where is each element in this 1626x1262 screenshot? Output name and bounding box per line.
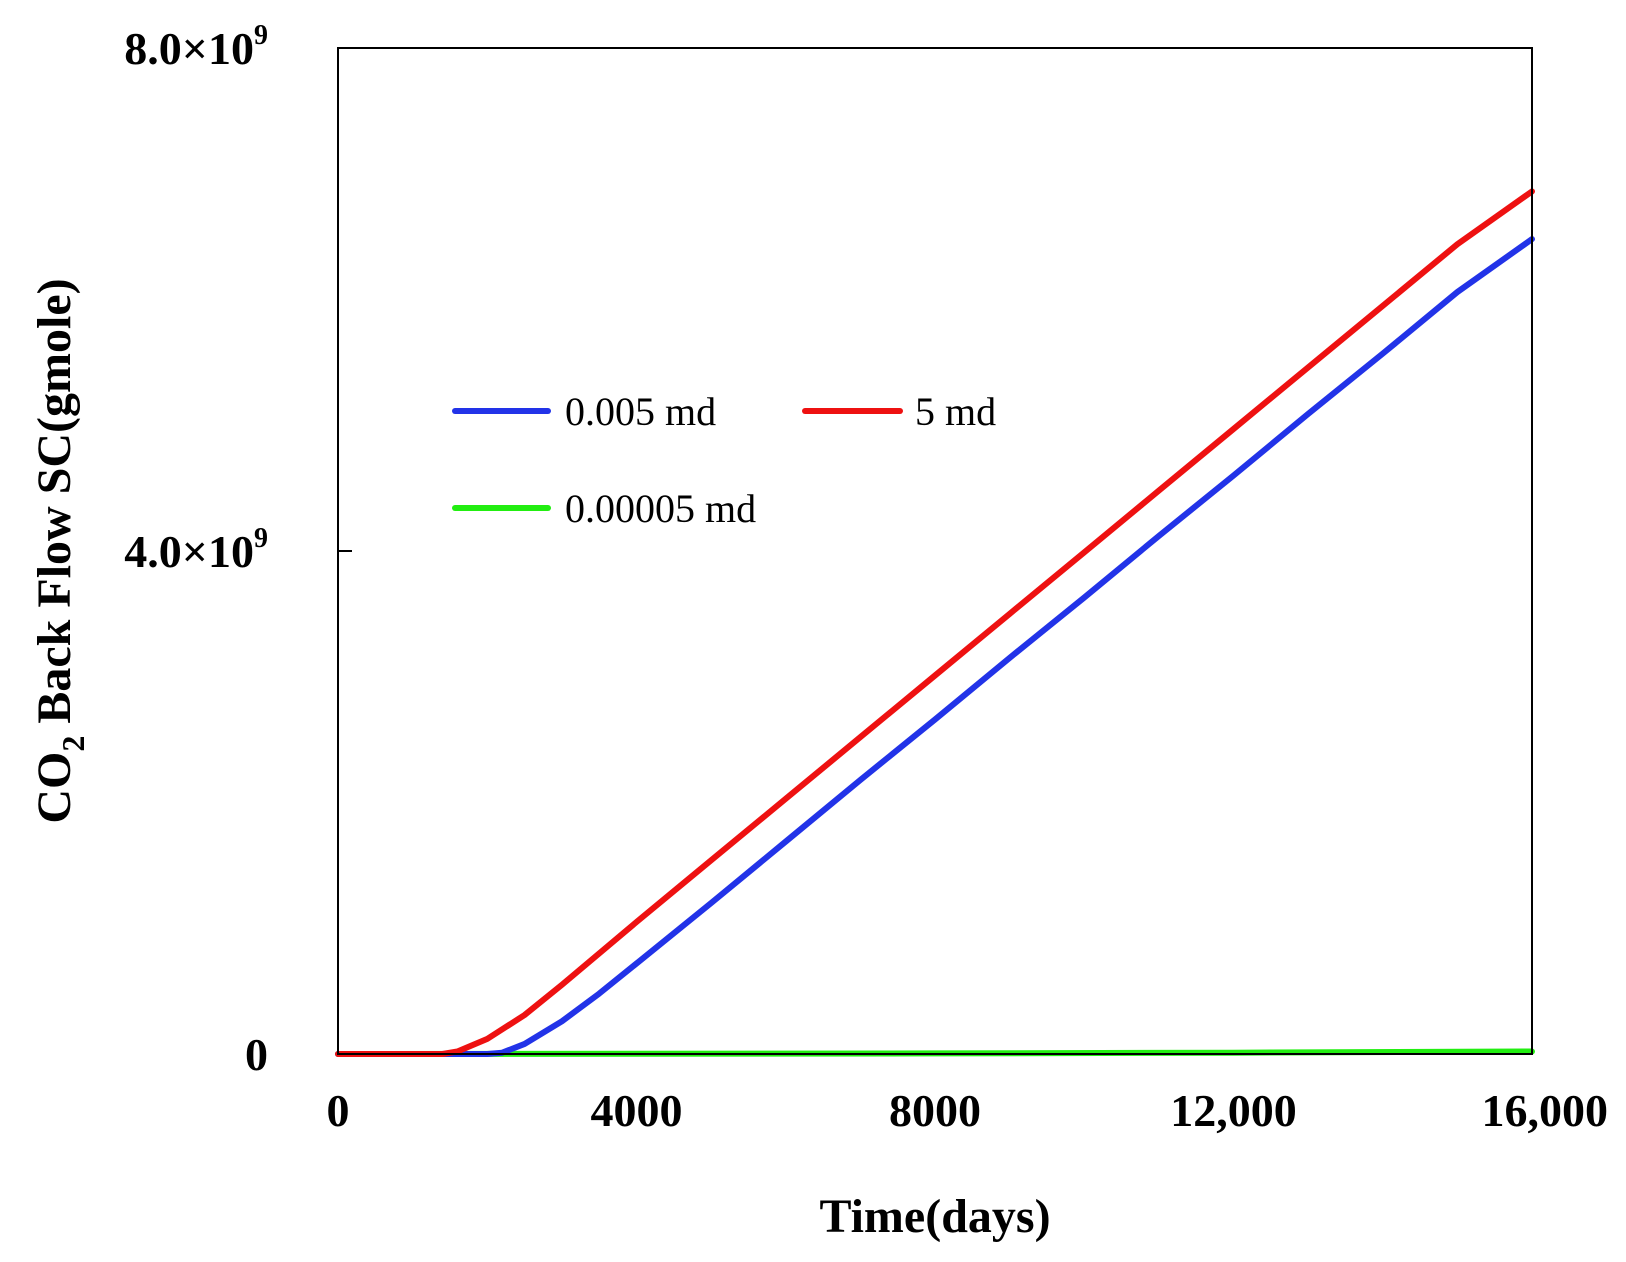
y-tick-mantissa-0: 0	[245, 1029, 268, 1080]
legend-label-0: 0.005 md	[565, 389, 716, 434]
x-tick-labels: 0 4000 8000 12,000 16,000	[327, 1085, 1609, 1136]
y-axis-title-rest: Back Flow SC(gmole)	[28, 278, 81, 735]
series-line-0	[335, 236, 1535, 1057]
plot-frame	[337, 47, 1533, 1055]
x-tick-label-0: 0	[327, 1085, 350, 1136]
x-tick-label-3: 12,000	[1170, 1085, 1297, 1136]
y-tick-exponent-1: 9	[254, 523, 268, 554]
series-line-1	[335, 188, 1535, 1057]
x-tick-label-4: 16,000	[1482, 1085, 1609, 1136]
legend-label-2: 0.00005 md	[565, 486, 756, 531]
y-axis-title-main: CO	[28, 752, 81, 824]
x-tick-label-2: 8000	[889, 1085, 981, 1136]
y-tick-label-0: 0	[245, 1029, 268, 1080]
y-tick-mantissa-1: 4.0×10	[124, 526, 254, 577]
y-axis-title-subscript: 2	[55, 736, 91, 752]
y-tick-exponent-2: 9	[254, 20, 268, 51]
y-axis-title: CO2 Back Flow SC(gmole)	[28, 278, 91, 823]
x-axis-title: Time(days)	[819, 1190, 1050, 1243]
legend-label-1: 5 md	[915, 389, 996, 434]
y-tick-mantissa-2: 8.0×10	[124, 23, 254, 74]
x-tick-label-1: 4000	[591, 1085, 683, 1136]
legend: 0.005 md 5 md 0.00005 md	[452, 389, 996, 531]
y-tick-label-1: 4.0×109	[124, 523, 268, 577]
y-tick-label-2: 8.0×109	[124, 20, 268, 74]
